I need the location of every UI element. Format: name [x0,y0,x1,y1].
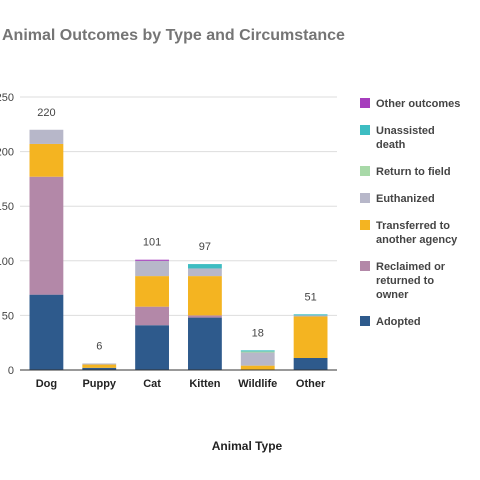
x-category-label: Kitten [189,378,220,390]
bar-total-label: 97 [199,241,211,253]
legend-label: Adopted [376,316,421,328]
legend-label: Transferred to [376,220,450,232]
x-category-label: Cat [143,378,161,390]
bar-total-label: 101 [143,237,161,249]
legend-swatch [360,316,370,326]
legend-label: Return to field [376,166,451,178]
x-category-label: Dog [36,378,57,390]
x-category-label: Other [296,378,326,390]
bar-segment [240,350,275,352]
y-tick-label: 0 [8,365,14,377]
y-tick-label: 150 [0,201,14,213]
gridlines [20,96,337,316]
bar-segment [135,259,169,261]
y-axis-ticks: 0 50 100 150 200 250 [0,92,14,377]
bar-segment [293,316,328,358]
bar-segment [188,317,222,370]
y-tick-label: 100 [0,256,14,268]
x-axis-title: Animal Type [212,439,283,453]
legend-label: returned to [376,275,434,287]
y-tick-label: 250 [0,92,14,104]
bar-total-label: 220 [37,107,55,119]
bar-segment [82,363,117,365]
legend-item: Transferred to another agency [360,220,458,246]
legend-swatch [360,98,370,108]
x-category-label: Wildlife [238,378,277,390]
legend-label: Euthanized [376,193,435,205]
legend-item: Return to field [360,166,451,178]
bar-segment [188,315,222,318]
legend-label: Other outcomes [376,98,460,110]
legend-item: Euthanized [360,193,435,205]
bar-segment [293,314,328,316]
chart-title: Animal Outcomes by Type and Circumstance [2,27,345,44]
x-category-label: Puppy [82,378,116,390]
bar-segment [29,129,64,144]
bar-segment [240,351,275,353]
bar-segment [135,306,169,326]
bar-segment [82,364,117,368]
bar-total-label: 51 [304,291,316,303]
legend-swatch [360,220,370,230]
bar-segment [135,276,169,307]
bar-segment [188,264,222,269]
legend-swatch [360,193,370,203]
bar-segment [188,276,222,316]
x-axis-categories: Dog Puppy Cat Kitten Wildlife Other [36,378,326,390]
bar-segment [188,268,222,277]
bar-total-label: 6 [96,340,102,352]
bar-segment [135,260,169,277]
bar-segment [135,325,169,370]
bars [29,129,328,370]
bar-total-labels: 220 6 101 97 18 51 [37,107,316,353]
legend-label: death [376,139,406,151]
legend-swatch [360,166,370,176]
legend-label: another agency [376,234,458,246]
legend-item: Other outcomes [360,98,460,110]
legend-label: owner [376,289,409,301]
bar-segment [29,143,64,177]
bar-segment [29,294,64,370]
bar-segment [82,367,117,370]
legend-item: Reclaimed or returned to owner [360,261,446,301]
bar-segment [293,315,328,317]
legend-item: Unassisted death [360,125,435,151]
legend-item: Adopted [360,316,421,328]
legend: Other outcomes Unassisted death Return to f… [360,98,460,328]
bar-segment [29,176,64,295]
bar-total-label: 18 [252,327,264,339]
legend-swatch [360,261,370,271]
bar-segment [240,352,275,366]
legend-label: Reclaimed or [376,261,446,273]
bar-segment [240,365,275,370]
y-tick-label: 50 [2,310,14,322]
bar-segment [293,357,328,370]
legend-label: Unassisted [376,125,435,137]
y-tick-label: 200 [0,147,14,159]
legend-swatch [360,125,370,135]
